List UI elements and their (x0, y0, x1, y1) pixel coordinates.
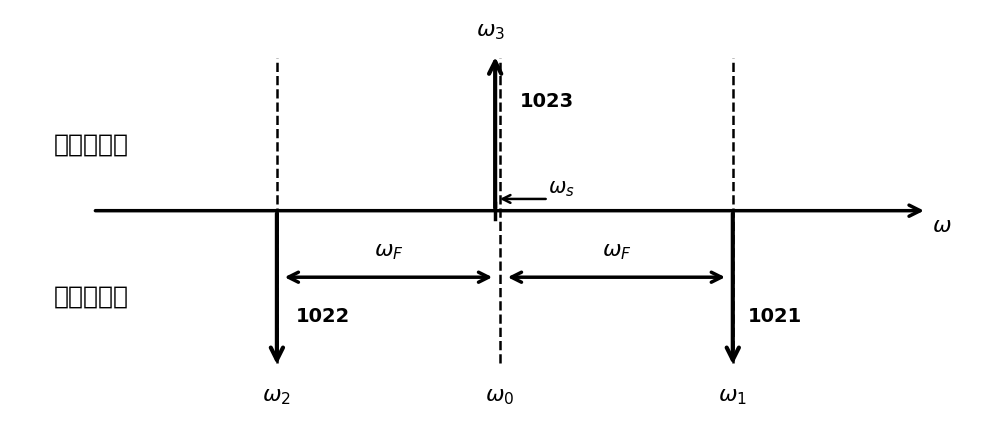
Text: 1022: 1022 (296, 307, 351, 326)
Text: $\omega_F$: $\omega_F$ (374, 241, 403, 261)
Text: $\omega_2$: $\omega_2$ (262, 387, 291, 407)
Text: 1021: 1021 (747, 307, 802, 326)
Text: 顺时针方向: 顺时针方向 (54, 285, 129, 309)
Text: 逆时针方向: 逆时针方向 (54, 132, 129, 156)
Text: $\omega_F$: $\omega_F$ (602, 241, 631, 261)
Text: $\omega_1$: $\omega_1$ (718, 387, 747, 407)
Text: $\omega$: $\omega$ (932, 216, 951, 236)
Text: $\omega_3$: $\omega_3$ (476, 23, 505, 42)
Text: $\omega_s$: $\omega_s$ (548, 179, 575, 199)
Text: 1023: 1023 (519, 92, 574, 110)
Text: $\omega_0$: $\omega_0$ (485, 387, 515, 407)
